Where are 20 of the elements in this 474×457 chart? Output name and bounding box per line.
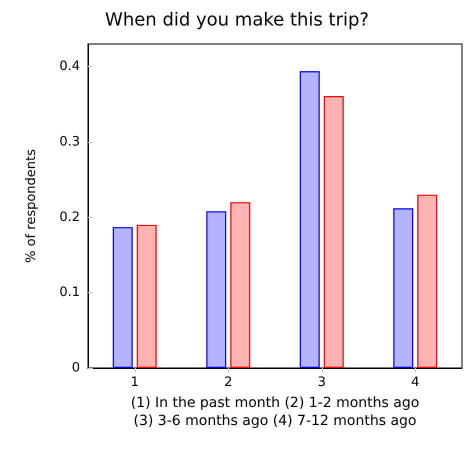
bar xyxy=(417,194,438,368)
bar xyxy=(206,211,226,368)
bar xyxy=(300,71,320,368)
x-tick-label: 1 xyxy=(130,375,139,390)
x-axis-title: (1) In the past month (2) 1-2 months ago (3) 3-6 months ago (4) 7-12 months ago xyxy=(130,395,420,429)
chart-title: When did you make this trip? xyxy=(105,10,369,30)
bar xyxy=(112,227,133,368)
x-tick-label: 2 xyxy=(224,375,232,390)
bar xyxy=(136,224,157,368)
y-tick-label: 0 xyxy=(72,360,80,376)
y-tick-label: 0.1 xyxy=(59,285,80,300)
x-tick-label: 4 xyxy=(411,375,420,390)
x-tick-label: 3 xyxy=(318,375,326,390)
y-tick-label: 0.3 xyxy=(59,134,80,150)
y-axis-title: % of respondents xyxy=(24,148,39,263)
bar xyxy=(230,202,250,368)
y-tick-label: 0.2 xyxy=(59,210,80,225)
y-tick-label: 0.4 xyxy=(59,59,80,74)
bar xyxy=(324,96,344,368)
bar xyxy=(393,208,414,368)
